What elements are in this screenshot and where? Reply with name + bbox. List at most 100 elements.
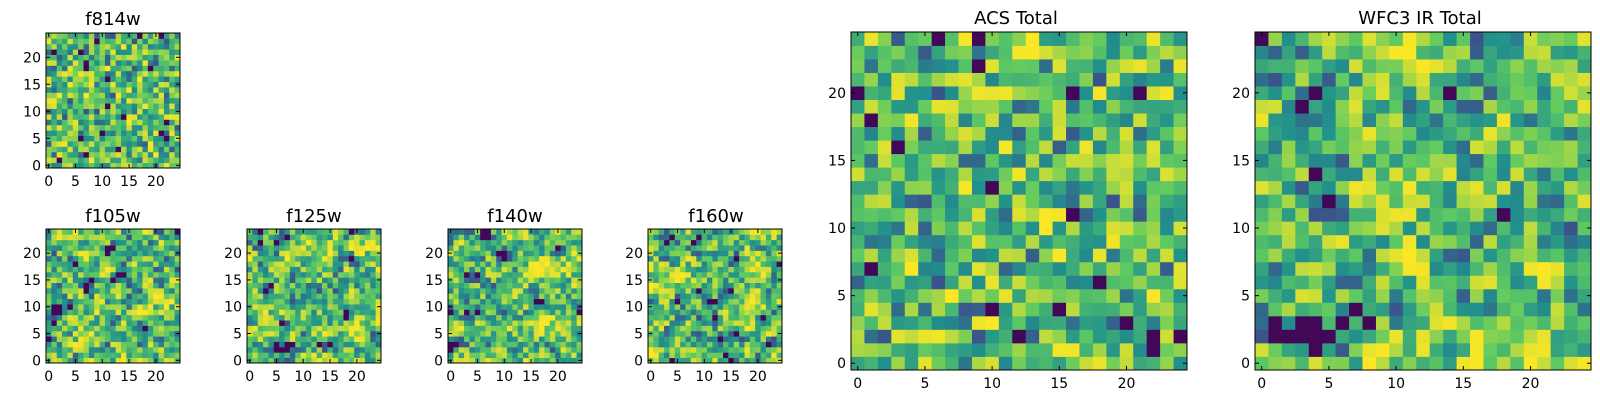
heatmap-cell bbox=[115, 277, 122, 283]
heatmap-cell bbox=[474, 298, 481, 305]
heatmap-cell bbox=[131, 314, 138, 321]
heatmap-cell bbox=[121, 250, 127, 257]
heatmap-cell bbox=[147, 245, 154, 251]
heatmap-cell bbox=[142, 314, 149, 321]
heatmap-cell bbox=[555, 336, 561, 342]
heatmap-cell bbox=[851, 261, 865, 276]
heatmap-cell bbox=[94, 151, 100, 158]
heatmap-cell bbox=[78, 146, 84, 153]
heatmap-cell bbox=[268, 250, 275, 257]
heatmap-cell bbox=[1510, 194, 1525, 209]
heatmap-cell bbox=[158, 97, 165, 104]
heatmap-cell bbox=[717, 352, 724, 359]
heatmap-cell bbox=[1389, 126, 1404, 141]
heatmap-cell bbox=[1362, 99, 1377, 114]
heatmap-cell bbox=[1106, 342, 1121, 357]
heatmap-cell bbox=[776, 314, 783, 321]
heatmap-cell bbox=[284, 250, 291, 257]
heatmap-cell bbox=[864, 221, 879, 236]
heatmap-cell bbox=[1052, 180, 1067, 195]
heatmap-cell bbox=[332, 239, 339, 246]
heatmap-cell bbox=[121, 108, 127, 115]
heatmap-cell bbox=[72, 314, 79, 321]
heatmap-cell bbox=[723, 346, 729, 353]
heatmap-cell bbox=[279, 293, 285, 300]
heatmap-cell bbox=[1160, 288, 1174, 303]
heatmap-cell bbox=[958, 275, 973, 290]
heatmap-cell bbox=[739, 277, 745, 283]
heatmap-cell bbox=[469, 282, 476, 289]
heatmap-cell bbox=[115, 309, 122, 316]
heatmap-cell bbox=[354, 314, 360, 321]
heatmap-cell bbox=[1483, 167, 1498, 182]
heatmap-cell bbox=[501, 336, 508, 342]
heatmap-cell bbox=[1456, 261, 1471, 276]
heatmap-cell bbox=[348, 325, 355, 332]
heatmap-cell bbox=[1255, 140, 1269, 155]
heatmap-cell bbox=[126, 271, 133, 278]
heatmap-cell bbox=[163, 43, 170, 50]
heatmap-cell bbox=[851, 248, 865, 263]
heatmap-cell bbox=[83, 130, 90, 136]
heatmap-cell bbox=[359, 234, 366, 241]
heatmap-cell bbox=[131, 49, 138, 55]
heatmap-cell bbox=[1523, 180, 1538, 195]
heatmap-cell bbox=[469, 255, 476, 262]
heatmap-cell bbox=[273, 234, 280, 241]
heatmap-cell bbox=[744, 298, 751, 305]
heatmap-cell bbox=[1066, 167, 1080, 182]
heatmap-cell bbox=[1092, 342, 1107, 357]
heatmap-cell bbox=[653, 277, 660, 283]
heatmap-cell bbox=[158, 162, 165, 169]
x-tick-label: 15 bbox=[1050, 376, 1068, 392]
heatmap-cell bbox=[674, 346, 681, 353]
heatmap-cell bbox=[690, 277, 697, 283]
heatmap-cell bbox=[83, 151, 90, 158]
heatmap-cell bbox=[1523, 140, 1538, 155]
heatmap-cell bbox=[1362, 342, 1377, 357]
heatmap-cell bbox=[464, 266, 470, 273]
heatmap-cell bbox=[252, 239, 259, 246]
heatmap-cell bbox=[99, 330, 106, 337]
heatmap-cell bbox=[706, 266, 713, 273]
heatmap-cell bbox=[67, 124, 74, 131]
heatmap-cell bbox=[1160, 329, 1174, 344]
x-tick-label: 0 bbox=[1257, 376, 1266, 392]
heatmap-cell bbox=[945, 356, 959, 371]
heatmap-cell bbox=[99, 141, 106, 147]
heatmap-cell bbox=[891, 342, 906, 357]
x-tick-label: 5 bbox=[473, 369, 482, 385]
heatmap-cell bbox=[1052, 356, 1067, 371]
heatmap-cell bbox=[257, 346, 264, 353]
heatmap-cell bbox=[765, 255, 772, 262]
heatmap-cell bbox=[1577, 234, 1592, 249]
heatmap-cell bbox=[776, 341, 783, 348]
heatmap-cell bbox=[501, 277, 508, 283]
heatmap-cell bbox=[153, 76, 159, 82]
heatmap-cell bbox=[131, 234, 138, 241]
heatmap-cell bbox=[51, 234, 58, 241]
heatmap-cell bbox=[1510, 315, 1525, 330]
heatmap-cell bbox=[1496, 207, 1511, 222]
heatmap-cell bbox=[528, 309, 535, 316]
heatmap-cell bbox=[685, 271, 692, 278]
heatmap-cell bbox=[348, 309, 355, 316]
heatmap-cell bbox=[99, 245, 106, 251]
heatmap-cell bbox=[56, 250, 63, 257]
heatmap-cell bbox=[268, 357, 275, 364]
heatmap-cell bbox=[690, 320, 697, 326]
heatmap-cell bbox=[571, 234, 578, 241]
heatmap-cell bbox=[338, 282, 344, 289]
heatmap-cell bbox=[67, 325, 74, 332]
heatmap-cell bbox=[247, 282, 253, 289]
heatmap-cell bbox=[1335, 86, 1350, 100]
heatmap-cell bbox=[1443, 221, 1457, 236]
heatmap-cell bbox=[51, 261, 58, 267]
heatmap-cell bbox=[771, 282, 778, 289]
heatmap-cell bbox=[512, 352, 519, 359]
heatmap-cell bbox=[1012, 86, 1027, 100]
heatmap-cell bbox=[72, 330, 79, 337]
heatmap-cell bbox=[142, 341, 149, 348]
heatmap-cell bbox=[739, 245, 745, 251]
heatmap-cell bbox=[706, 229, 713, 235]
